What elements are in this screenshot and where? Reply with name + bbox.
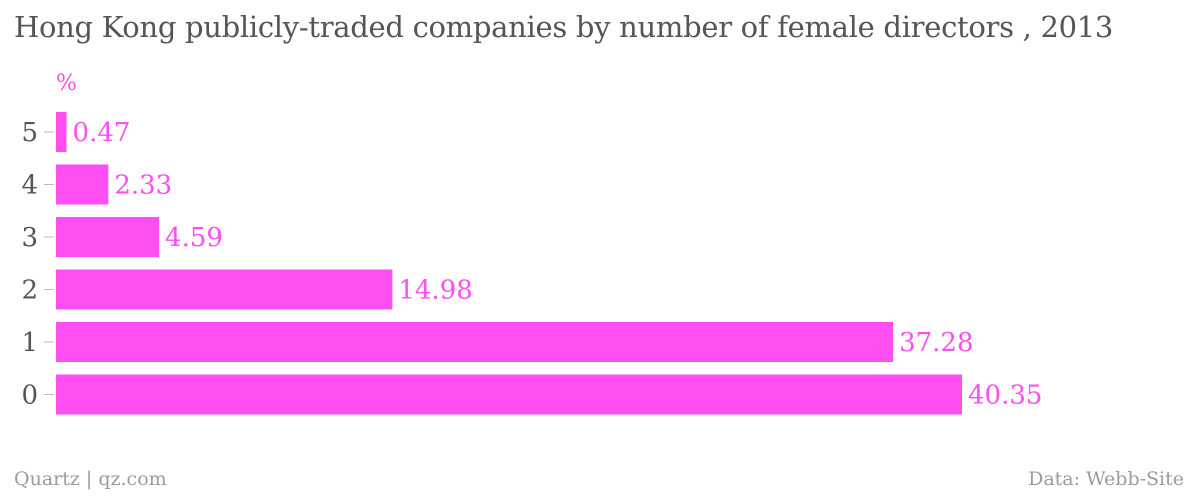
value-label: 4.59 <box>165 223 223 253</box>
bar <box>56 217 160 257</box>
category-label: 0 <box>21 381 38 411</box>
value-label: 40.35 <box>968 381 1042 411</box>
data-source: Data: Webb-Site <box>1028 468 1184 490</box>
value-label: 37.28 <box>899 328 973 358</box>
value-label: 2.33 <box>114 171 172 201</box>
category-label: 3 <box>21 223 38 253</box>
category-label: 1 <box>21 328 38 358</box>
category-label: 2 <box>21 276 38 306</box>
chart-title: Hong Kong publicly-traded companies by n… <box>14 10 1114 44</box>
bar <box>56 374 962 415</box>
value-label: 0.47 <box>73 118 131 148</box>
source-credit: Quartz | qz.com <box>14 468 167 490</box>
category-label: 5 <box>21 118 38 148</box>
bar <box>56 269 393 310</box>
bar <box>56 322 894 362</box>
bar <box>56 164 109 205</box>
unit-label: % <box>56 71 77 96</box>
bar-chart: % 5 0.47 4 2.33 3 4.59 2 14.98 1 37.28 0 40.35 <box>21 71 1042 415</box>
bars-layer: 5 0.47 4 2.33 3 4.59 2 14.98 1 37.28 0 40.35 <box>21 112 1042 415</box>
bar <box>56 112 67 152</box>
value-label: 14.98 <box>398 276 472 306</box>
category-label: 4 <box>21 171 38 201</box>
